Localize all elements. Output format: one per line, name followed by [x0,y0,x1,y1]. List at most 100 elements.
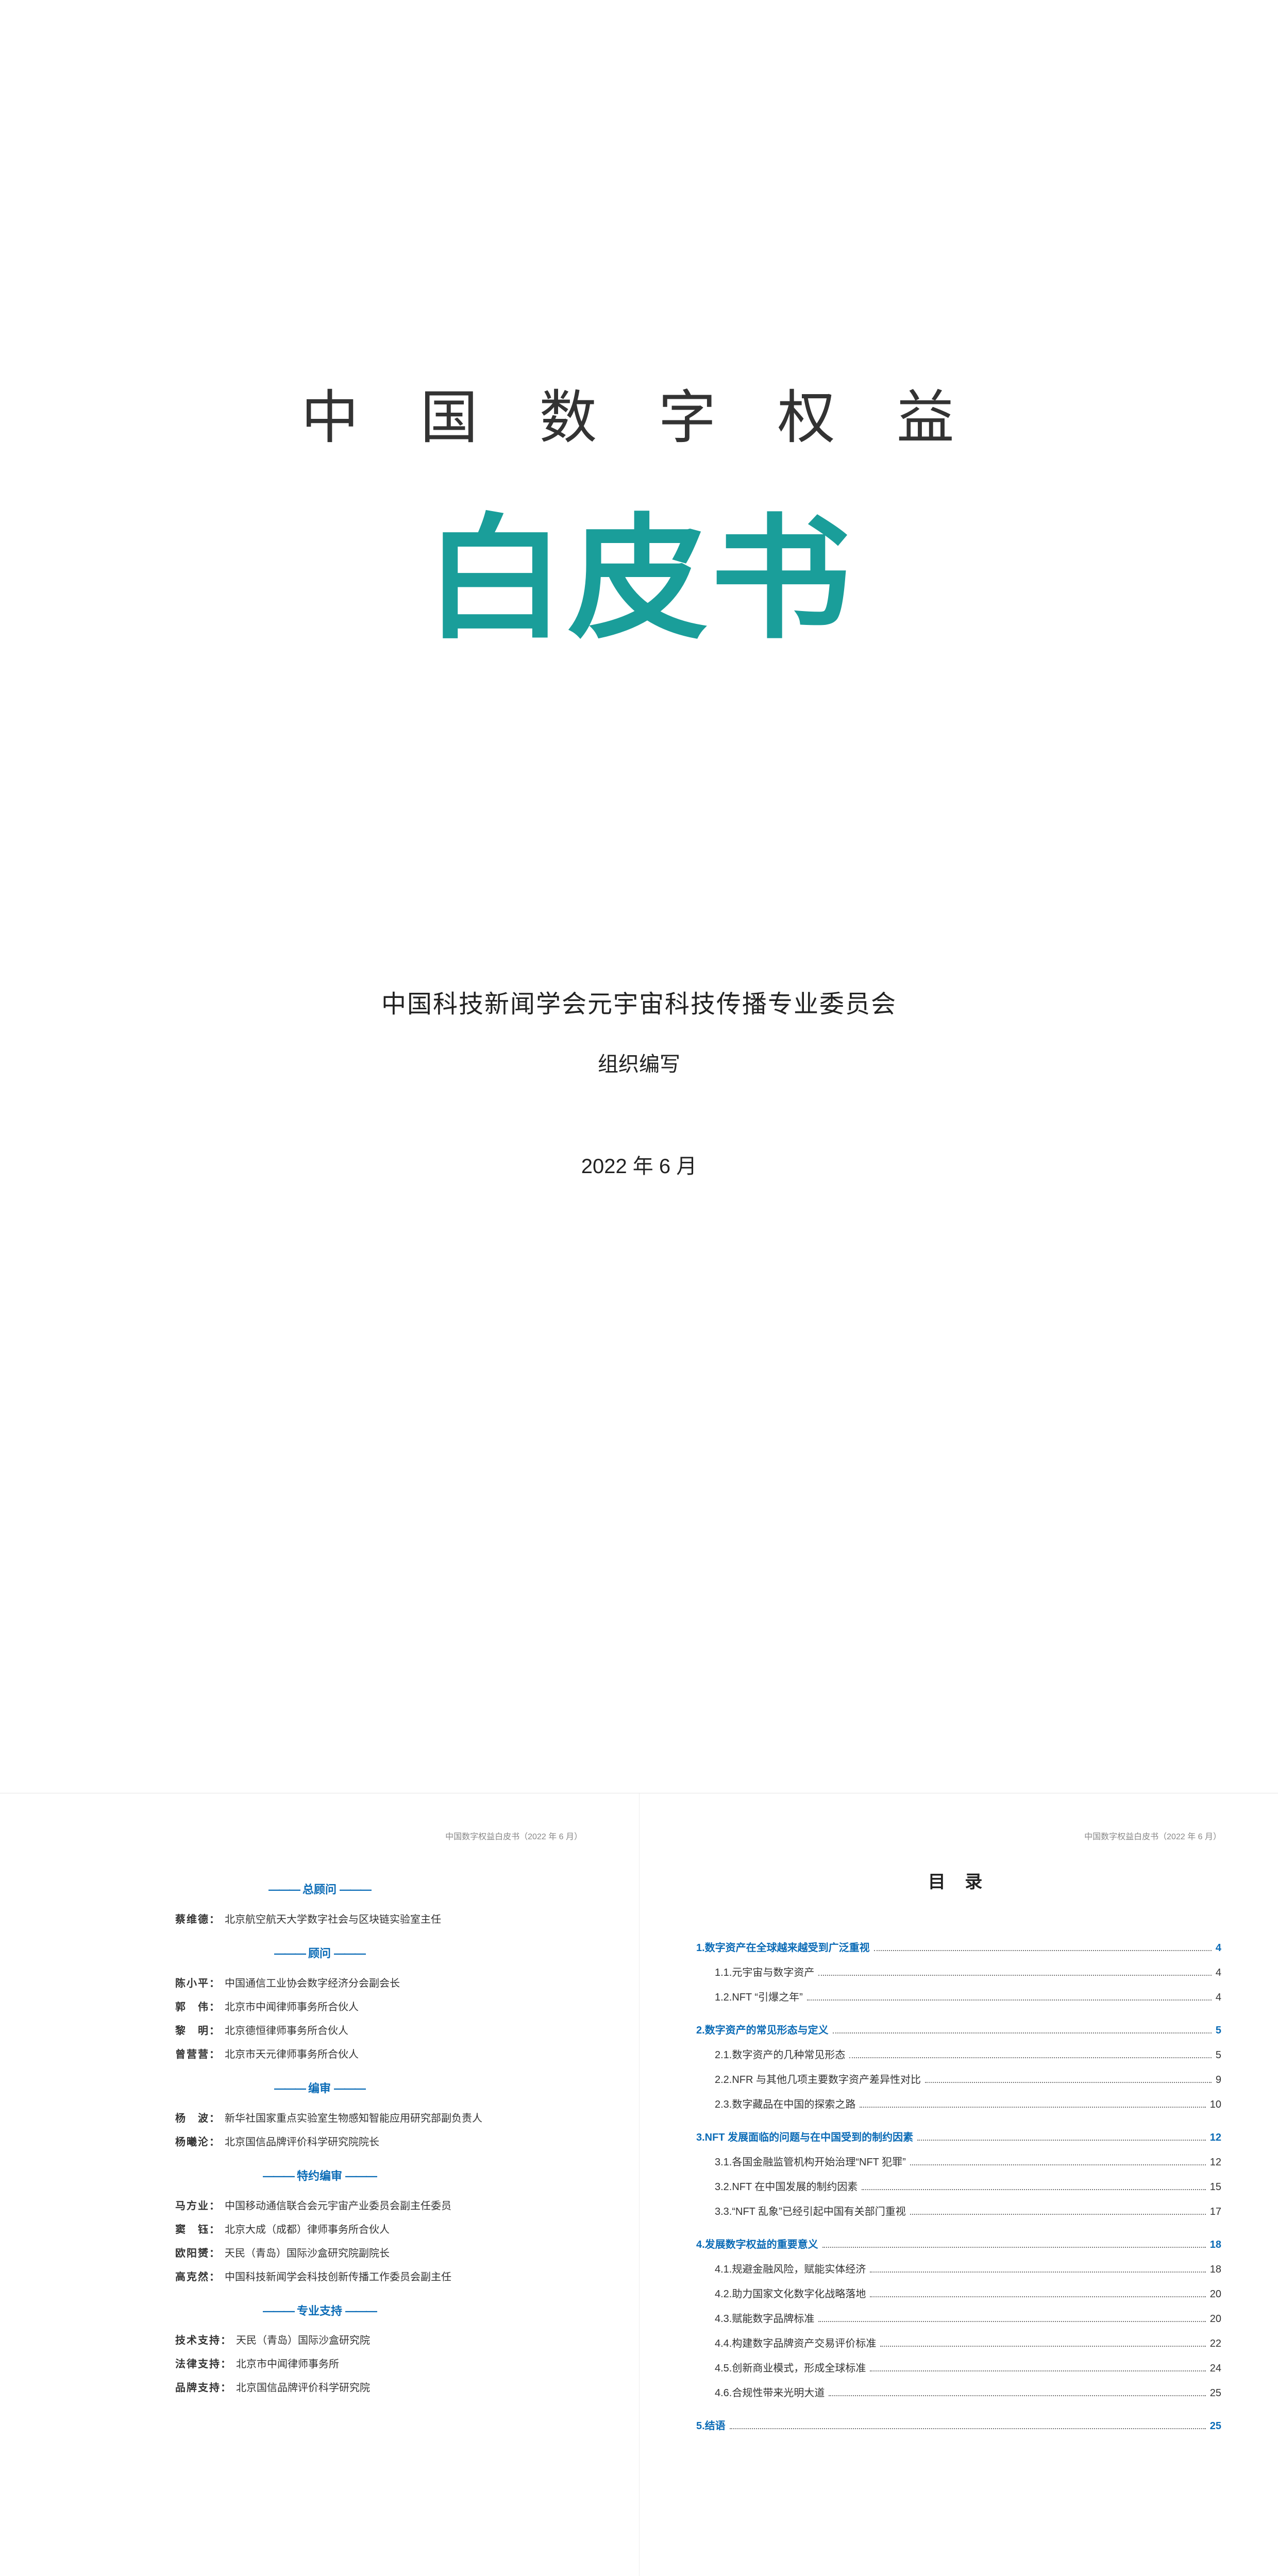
toc-item[interactable]: 2.1.数字资产的几种常见形态5 [696,2045,1221,2065]
credits-line: 马方业： 中国移动通信联合会元宇宙产业委员会副主任委员 [57,2196,582,2216]
toc-item[interactable]: 3.3.“NFT 乱象”已经引起中国有关部门重视 17 [696,2202,1221,2222]
toc-item[interactable]: 4.1.规避金融风险，赋能实体经济18 [696,2260,1221,2279]
credits-name: 黎 明： [175,2025,221,2037]
toc-page-number: 25 [1210,2383,1221,2403]
toc-page-number: 4 [1216,1938,1221,1958]
credits-name: 高克然： [175,2272,221,2283]
credits-name: 马方业： [175,2200,221,2212]
toc-label: 3.3.“NFT 乱象”已经引起中国有关部门重视 [715,2202,906,2222]
toc-dots [870,2296,1205,2297]
cover-org: 中国科技新闻学会元宇宙科技传播专业委员会 [381,984,897,1020]
credits-section-label: 顾问 [57,1943,582,1964]
toc-page-number: 20 [1210,2309,1221,2329]
toc-item[interactable]: 4.4.构建数字品牌资产交易评价标准 22 [696,2334,1221,2353]
credits-affiliation: 新华社国家重点实验室生物感知智能应用研究部副负责人 [225,2113,482,2124]
toc-page-number: 24 [1210,2359,1221,2378]
toc-label: 3.NFT 发展面临的问题与在中国受到的制约因素 [696,2128,913,2147]
toc-item[interactable]: 4.5.创新商业模式，形成全球标准 24 [696,2359,1221,2378]
cover-title-main: 白皮书 [425,470,853,664]
toc-dots [822,2247,1206,2248]
toc-label: 4.2.助力国家文化数字化战略落地 [715,2284,866,2304]
toc-page-number: 22 [1210,2334,1221,2353]
credits-affiliation: 北京市天元律师事务所合伙人 [225,2049,359,2060]
credits-line: 品牌支持：北京国信品牌评价科学研究院 [57,2378,582,2398]
toc-label: 2.2.NFR 与其他几项主要数字资产差异性对比 [715,2070,921,2090]
credits-affiliation: 北京市中闻律师事务所合伙人 [225,2002,359,2013]
credits-line: 郭 伟：北京市中闻律师事务所合伙人 [57,1997,582,2017]
toc-dots [849,2057,1212,2058]
toc-item[interactable]: 4.2.助力国家文化数字化战略落地 20 [696,2284,1221,2304]
toc-dots [807,1999,1212,2001]
toc-dots [925,2082,1212,2083]
credits-section-label: 特约编审 [57,2165,582,2187]
toc-label: 1.1.元宇宙与数字资产 [715,1963,814,1982]
toc-label: 4.发展数字权益的重要意义 [696,2235,818,2255]
toc-page-number: 18 [1210,2235,1221,2255]
toc-item[interactable]: 4.6.合规性带来光明大道 25 [696,2383,1221,2403]
credits-name: 陈小平： [175,1978,221,1989]
credits-affiliation: 北京德恒律师事务所合伙人 [225,2025,348,2037]
toc-item[interactable]: 5.结语 25 [696,2416,1221,2436]
toc-item[interactable]: 4.发展数字权益的重要意义 18 [696,2235,1221,2255]
toc-item[interactable]: 3.NFT 发展面临的问题与在中国受到的制约因素12 [696,2128,1221,2147]
cover-date: 2022 年 6 月 [581,1149,697,1179]
credits-line: 杨 波：新华社国家重点实验室生物感知智能应用研究部副负责人 [57,2109,582,2128]
toc-page-number: 4 [1216,1963,1221,1982]
credits-affiliation: 天民（青岛）国际沙盒研究院 [236,2335,370,2346]
toc-page-number: 5 [1216,2021,1221,2040]
toc-item[interactable]: 1.数字资产在全球越来越受到广泛重视 4 [696,1938,1221,1958]
credits-line: 技术支持：天民（青岛）国际沙盒研究院 [57,2331,582,2350]
toc-dots [860,2107,1205,2108]
toc-page-number: 10 [1210,2095,1221,2114]
toc-page-number: 25 [1210,2416,1221,2436]
toc-item[interactable]: 2.数字资产的常见形态与定义5 [696,2021,1221,2040]
credits-line: 陈小平：中国通信工业协会数字经济分会副会长 [57,1974,582,1993]
toc-item[interactable]: 1.1.元宇宙与数字资产 4 [696,1963,1221,1982]
toc-page-number: 5 [1216,2045,1221,2065]
credits-line: 欧阳赟：天民（青岛）国际沙盒研究院副院长 [57,2244,582,2263]
toc-label: 4.4.构建数字品牌资产交易评价标准 [715,2334,876,2353]
toc-page-number: 17 [1210,2202,1221,2222]
toc-dots [880,2346,1205,2347]
toc-dots [862,2189,1205,2190]
credits-line: 黎 明： 北京德恒律师事务所合伙人 [57,2021,582,2041]
credits-name: 法律支持： [175,2359,232,2370]
toc-page-number: 12 [1210,2153,1221,2172]
toc-dots [870,2370,1205,2371]
toc-dots [829,2395,1205,2396]
credits-affiliation: 中国移动通信联合会元宇宙产业委员会副主任委员 [225,2200,451,2212]
toc-page-number: 15 [1210,2177,1221,2197]
credits-affiliation: 北京市中闻律师事务所 [236,2359,339,2370]
page-header: 中国数字权益白皮书（2022 年 6 月） [57,1829,582,1845]
toc-item[interactable]: 2.2.NFR 与其他几项主要数字资产差异性对比9 [696,2070,1221,2090]
cover-sub: 组织编写 [598,1047,680,1077]
toc-label: 2.3.数字藏品在中国的探索之路 [715,2095,855,2114]
credits-name: 蔡维德： [175,1914,221,1925]
toc-label: 4.3.赋能数字品牌标准 [715,2309,814,2329]
toc-label: 5.结语 [696,2416,726,2436]
toc-label: 4.5.创新商业模式，形成全球标准 [715,2359,866,2378]
cover-page: 中 国 数 字 权 益 白皮书 中国科技新闻学会元宇宙科技传播专业委员会 组织编… [0,0,1278,1793]
credits-affiliation: 北京大成（成都）律师事务所合伙人 [225,2224,390,2235]
toc-dots [910,2214,1206,2215]
toc-dots [910,2164,1206,2165]
row-credits-toc: 中国数字权益白皮书（2022 年 6 月） 总顾问蔡维德：北京航空航天大学数字社… [0,1793,1278,2576]
toc-label: 4.1.规避金融风险，赋能实体经济 [715,2260,866,2279]
toc-item[interactable]: 1.2.NFT “引爆之年”4 [696,1988,1221,2007]
toc-dots [870,2272,1205,2273]
credits-name: 曾营营： [175,2049,221,2060]
credits-section-label: 专业支持 [57,2300,582,2322]
toc-label: 3.1.各国金融监管机构开始治理“NFT 犯罪” [715,2153,906,2172]
credits-affiliation: 北京航空航天大学数字社会与区块链实验室主任 [225,1914,441,1925]
credits-section-label: 编审 [57,2078,582,2099]
credits-line: 法律支持： 北京市中闻律师事务所 [57,2354,582,2374]
toc-dots [818,2321,1205,2322]
toc-label: 1.数字资产在全球越来越受到广泛重视 [696,1938,870,1958]
toc-page-number: 20 [1210,2284,1221,2304]
toc-label: 4.6.合规性带来光明大道 [715,2383,825,2403]
toc-item[interactable]: 3.2.NFT 在中国发展的制约因素15 [696,2177,1221,2197]
credits-name: 窦 钰： [175,2224,221,2235]
toc-item[interactable]: 3.1.各国金融监管机构开始治理“NFT 犯罪” 12 [696,2153,1221,2172]
toc-item[interactable]: 4.3.赋能数字品牌标准 20 [696,2309,1221,2329]
toc-item[interactable]: 2.3.数字藏品在中国的探索之路 10 [696,2095,1221,2114]
